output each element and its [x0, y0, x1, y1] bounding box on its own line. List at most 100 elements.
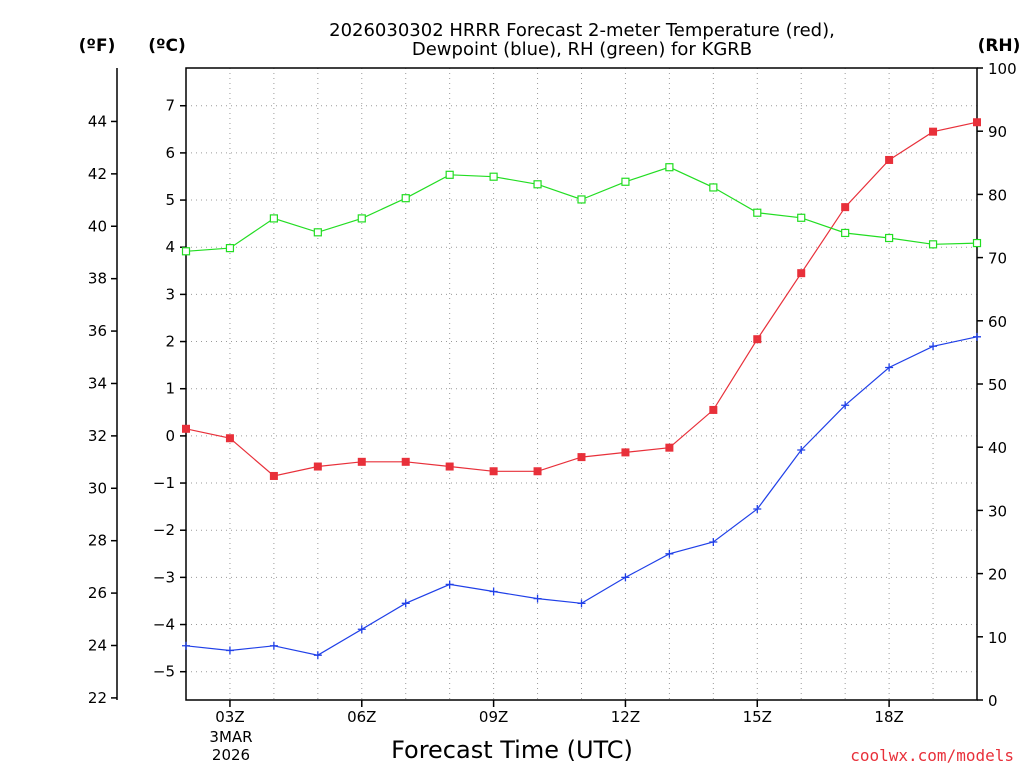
- fahrenheit-tick-label: 36: [88, 322, 107, 340]
- dewpoint-point: [357, 625, 366, 634]
- temperature-point: [357, 457, 366, 466]
- celsius-tick-label: −3: [153, 568, 175, 586]
- celsius-tick-label: −4: [153, 616, 175, 634]
- dewpoint-point: [225, 646, 234, 655]
- dewpoint-point: [885, 363, 894, 372]
- celsius-tick-label: −2: [153, 521, 175, 539]
- grid-lines: [186, 68, 977, 700]
- celsius-tick-label: 7: [165, 97, 175, 115]
- dewpoint-point: [841, 401, 850, 410]
- temperature-point: [533, 467, 542, 476]
- fahrenheit-tick-label: 28: [88, 532, 107, 550]
- celsius-tick-label: −1: [153, 474, 175, 492]
- rh-point: [972, 238, 982, 248]
- rh-point: [313, 228, 322, 237]
- celsius-unit-label: (ºC): [148, 36, 186, 56]
- dewpoint-point: [489, 587, 498, 596]
- temperature-point: [665, 443, 674, 452]
- fahrenheit-tick-label: 26: [88, 584, 107, 602]
- x-axis-label: Forecast Time (UTC): [391, 736, 633, 764]
- x-tick-label: 03Z: [215, 708, 244, 726]
- rh-tick-label: 20: [988, 566, 1007, 584]
- rh-point: [357, 214, 366, 223]
- fahrenheit-tick-label: 42: [88, 165, 107, 183]
- rh-point: [841, 228, 850, 238]
- rh-point: [225, 244, 235, 253]
- dewpoint-point: [665, 549, 674, 558]
- dewpoint-point: [269, 641, 278, 650]
- temperature-point: [313, 462, 322, 471]
- celsius-tick-label: 3: [165, 285, 175, 303]
- temperature-point: [621, 448, 630, 457]
- fahrenheit-tick-label: 34: [88, 374, 107, 392]
- temperature-point: [182, 424, 190, 433]
- dewpoint-point: [445, 580, 454, 589]
- rh-point: [577, 195, 586, 204]
- fahrenheit-tick-label: 22: [88, 689, 107, 707]
- dewpoint-point: [533, 594, 542, 603]
- fahrenheit-tick-label: 40: [88, 217, 107, 235]
- rh-point: [533, 180, 542, 189]
- dewpoint-point: [401, 599, 410, 608]
- temperature-point: [577, 453, 586, 462]
- dewpoint-point: [709, 538, 718, 546]
- rh-point: [401, 194, 410, 203]
- date-label-day: 3MAR: [209, 728, 252, 746]
- series-layer: [181, 118, 982, 660]
- rh-point: [753, 208, 762, 217]
- rh-point: [797, 213, 806, 222]
- dewpoint-point: [973, 332, 981, 341]
- fahrenheit-tick-label: 32: [88, 427, 107, 445]
- rh-unit-label: (RH): [978, 36, 1021, 56]
- rh-tick-label: 80: [988, 186, 1007, 204]
- rh-tick-label: 0: [988, 692, 998, 710]
- fahrenheit-tick-label: 24: [88, 636, 107, 654]
- temperature-point: [753, 335, 762, 344]
- rh-point: [269, 214, 278, 223]
- rh-tick-label: 40: [988, 439, 1007, 457]
- rh-point: [621, 177, 630, 186]
- x-tick-label: 12Z: [611, 708, 640, 726]
- celsius-tick-label: 5: [165, 191, 175, 209]
- fahrenheit-tick-label: 30: [88, 479, 107, 497]
- x-tick-label: 15Z: [743, 708, 772, 726]
- chart-title-line2: Dewpoint (blue), RH (green) for KGRB: [412, 39, 752, 60]
- celsius-tick-label: 0: [165, 427, 175, 445]
- dewpoint-line: [185, 336, 978, 656]
- celsius-tick-label: 1: [165, 380, 175, 398]
- x-tick-label: 06Z: [347, 708, 376, 726]
- rh-point: [928, 240, 938, 249]
- rh-tick-label: 60: [988, 313, 1007, 331]
- temperature-point: [709, 405, 718, 414]
- celsius-tick-label: 2: [165, 333, 175, 351]
- x-tick-label: 09Z: [479, 708, 508, 726]
- rh-point: [181, 247, 191, 256]
- temperature-point: [929, 127, 938, 136]
- fahrenheit-tick-label: 44: [88, 112, 107, 130]
- temperature-point: [401, 457, 410, 466]
- dewpoint-point: [753, 504, 762, 513]
- x-tick-label: 18Z: [874, 708, 903, 726]
- dewpoint-point: [929, 342, 938, 351]
- rh-point: [489, 172, 498, 181]
- rh-tick-label: 70: [988, 250, 1007, 268]
- rh-tick-label: 90: [988, 123, 1007, 141]
- celsius-tick-label: 4: [165, 238, 175, 256]
- dewpoint-point: [577, 599, 586, 608]
- rh-tick-label: 10: [988, 629, 1007, 647]
- fahrenheit-unit-label: (ºF): [79, 36, 116, 56]
- date-label-year: 2026: [212, 746, 250, 764]
- fahrenheit-tick-label: 38: [88, 270, 107, 288]
- dewpoint-point: [797, 446, 806, 455]
- rh-point: [665, 163, 674, 172]
- temperature-point: [885, 155, 894, 164]
- rh-point: [885, 233, 894, 243]
- dewpoint-point: [621, 573, 630, 582]
- celsius-tick-label: 6: [165, 144, 175, 162]
- axes: 222426283032343638404244−5−4−3−2−1012345…: [88, 60, 1017, 726]
- rh-point: [445, 170, 454, 179]
- dewpoint-point: [182, 641, 190, 650]
- temperature-point: [797, 269, 806, 278]
- rh-tick-label: 100: [988, 60, 1017, 78]
